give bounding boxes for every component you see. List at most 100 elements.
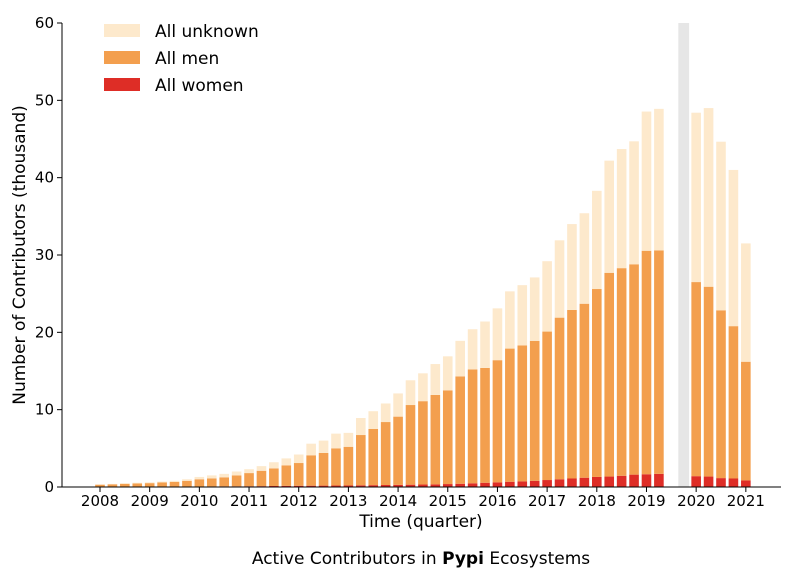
bar-all-unknown-2009-q1 [144,482,155,484]
bar-all-women-2021-q1 [741,480,751,487]
bar-all-men-2017-q2 [554,317,565,480]
bar-all-unknown-2021-q1 [741,243,751,362]
bar-all-unknown-2020-q2 [703,108,714,287]
bar-all-unknown-2015-q3 [467,329,478,370]
bar-all-women-2020-q1 [691,476,701,487]
bar-all-men-2015-q2 [455,376,465,484]
bar-all-women-2018-q2 [604,476,615,487]
bar-all-men-2009-q4 [182,480,192,487]
bar-all-women-2013-q1 [343,485,354,487]
bar-all-unknown-2020-q4 [728,169,739,327]
bar-all-men-2016-q1 [492,360,503,483]
y-tick-label: 40 [35,169,54,187]
bar-all-unknown-2014-q4 [430,364,441,395]
bar-all-unknown-2011-q3 [269,462,279,469]
bar-all-unknown-2015-q1 [442,356,453,391]
bars-layer [95,108,751,487]
bar-all-unknown-2017-q4 [579,213,590,304]
legend-swatch-all-unknown [104,24,140,37]
legend-swatch-all-women [104,78,140,91]
bar-all-men-2014-q1 [393,416,403,485]
bar-all-unknown-2013-q4 [380,403,391,423]
bar-all-men-2020-q2 [703,286,714,477]
bar-all-women-2019-q1 [641,474,652,487]
bar-all-women-2020-q4 [728,478,739,487]
bar-all-men-2014-q2 [405,405,416,485]
x-tick-label: 2014 [379,492,417,510]
bar-all-men-2013-q3 [368,429,379,486]
bar-all-unknown-2013-q3 [368,411,379,429]
bar-all-women-2011-q4 [281,485,292,487]
bar-all-men-2008-q1 [95,484,105,487]
bar-all-men-2013-q4 [380,422,391,485]
bar-all-women-2018-q3 [616,475,627,487]
bar-all-women-2016-q2 [505,481,515,487]
bar-all-men-2021-q1 [741,361,751,481]
bar-all-men-2015-q4 [480,367,490,483]
bar-all-men-2011-q4 [281,465,292,486]
bar-all-men-2016-q2 [505,348,515,482]
bar-all-women-2015-q4 [480,482,490,487]
bar-all-men-2012-q1 [293,463,304,486]
legend-label-all-women: All women [155,76,244,96]
bar-all-women-2016-q1 [492,482,503,487]
bar-all-men-2010-q3 [219,477,229,487]
bar-all-men-2020-q4 [728,326,739,479]
bar-all-men-2016-q4 [529,340,540,481]
y-tick-label: 50 [35,91,54,109]
gap-band-layer [678,23,690,487]
bar-all-unknown-2018-q2 [604,160,615,273]
bar-all-men-2011-q2 [256,470,267,487]
bar-all-men-2018-q4 [629,264,639,475]
x-tick-label: 2013 [329,492,367,510]
bar-all-men-2016-q3 [517,345,528,482]
bar-all-women-2015-q1 [442,484,453,487]
bar-all-women-2015-q2 [455,483,465,487]
bar-all-women-2013-q3 [368,485,379,487]
y-axis-label: Number of Contributors (thousand) [10,105,30,405]
bar-all-unknown-2015-q2 [455,340,465,377]
x-axis-label: Time (quarter) [358,512,482,532]
bar-all-men-2009-q3 [169,481,180,487]
caption-prefix: Active Contributors in [252,549,442,569]
bar-all-unknown-2020-q3 [716,141,726,311]
x-tick-label: 2018 [578,492,616,510]
x-tick-label: 2015 [429,492,467,510]
bar-all-unknown-2012-q2 [306,443,316,456]
bar-all-men-2019-q2 [654,250,664,474]
bar-all-unknown-2015-q4 [480,321,490,368]
bar-all-men-2012-q3 [318,452,329,486]
bar-all-unknown-2014-q3 [418,373,428,402]
bar-all-men-2010-q4 [231,475,242,487]
bar-all-unknown-2016-q2 [505,291,515,349]
bar-all-men-2011-q3 [269,468,279,486]
x-tick-label: 2021 [727,492,765,510]
bar-all-women-2013-q2 [356,485,366,487]
bar-all-women-2018-q4 [629,474,639,487]
legend-swatch-all-men [104,51,140,64]
bar-all-unknown-2011-q1 [244,469,254,474]
y-tick-label: 30 [35,246,54,264]
bar-all-unknown-2010-q4 [231,471,242,476]
y-tick-label: 10 [35,401,54,419]
y-tick-label: 0 [44,478,54,496]
bar-all-men-2010-q2 [206,478,217,487]
bar-all-unknown-2019-q2 [654,108,664,251]
bar-all-men-2018-q1 [592,289,602,477]
bar-all-women-2018-q1 [592,476,602,487]
bar-all-men-2017-q3 [567,309,577,479]
bar-all-unknown-2018-q3 [616,149,627,269]
x-tick-label: 2010 [180,492,218,510]
bar-all-unknown-2020-q1 [691,112,701,283]
bar-all-men-2013-q2 [356,435,366,486]
bar-all-men-2012-q4 [331,448,341,486]
bar-all-men-2017-q4 [579,303,590,478]
bar-all-women-2014-q3 [418,484,428,487]
bar-all-unknown-2017-q1 [542,261,552,332]
bar-all-women-2017-q1 [542,480,552,487]
bar-all-unknown-2012-q1 [293,454,304,464]
bar-all-men-2009-q2 [157,482,167,487]
legend: All unknown All men All women [104,22,259,96]
bar-all-unknown-2008-q4 [132,482,143,484]
missing-data-band [678,23,690,487]
